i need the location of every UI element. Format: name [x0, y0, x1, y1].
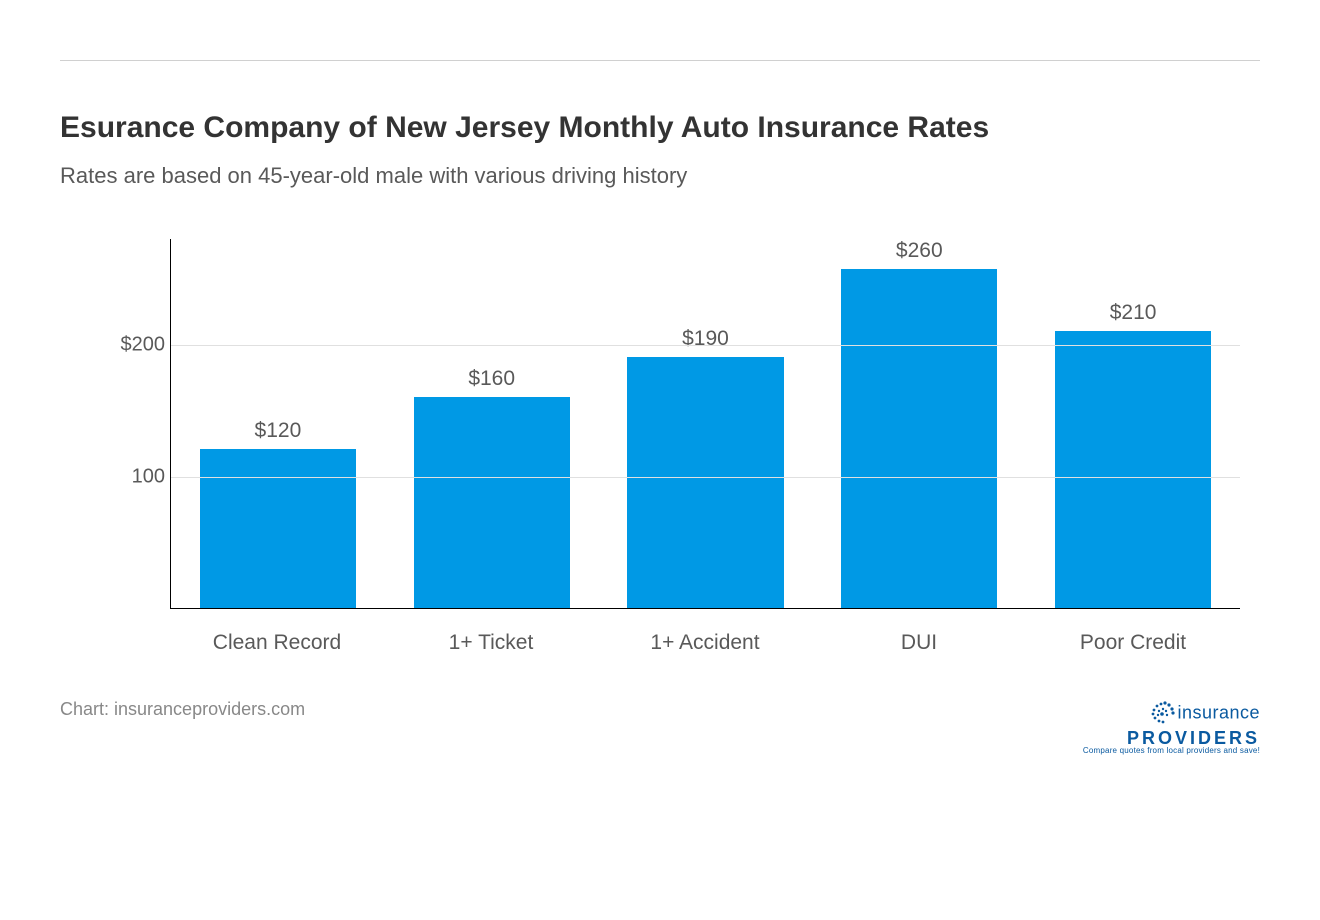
chart-source: Chart: insuranceproviders.com: [60, 699, 305, 720]
bar-slot: $160: [385, 239, 599, 608]
y-tick-label: 100: [105, 465, 165, 488]
plot-area: $120 $160 $190 $260 $210: [170, 239, 1240, 609]
y-tick-label: $200: [105, 333, 165, 356]
x-axis-labels: Clean Record1+ Ticket1+ AccidentDUIPoor …: [170, 619, 1240, 659]
bar: [1055, 331, 1211, 609]
logo-tagline: Compare quotes from local providers and …: [1083, 746, 1260, 755]
brand-logo: insurance PROVIDERS Compare quotes from …: [1083, 699, 1260, 755]
chart-subtitle: Rates are based on 45-year-old male with…: [60, 163, 1260, 189]
bar-slot: $190: [599, 239, 813, 608]
bar: [200, 449, 356, 608]
bar-value-label: $260: [896, 239, 943, 263]
bar: [414, 397, 570, 608]
bar-slot: $210: [1026, 239, 1240, 608]
x-tick-label: Clean Record: [170, 619, 384, 659]
bars-container: $120 $160 $190 $260 $210: [171, 239, 1240, 608]
chart-title: Esurance Company of New Jersey Monthly A…: [60, 111, 1260, 145]
bar-value-label: $190: [682, 327, 729, 351]
bar-value-label: $210: [1110, 301, 1157, 325]
bar: [841, 269, 997, 608]
x-tick-label: Poor Credit: [1026, 619, 1240, 659]
bar-chart: $120 $160 $190 $260 $210 Clean Record1+ Tick…: [60, 239, 1260, 659]
logo-line2: PROVIDERS: [1083, 730, 1260, 746]
bar-slot: $260: [812, 239, 1026, 608]
gridline: [171, 345, 1240, 346]
bar: [627, 357, 783, 608]
x-tick-label: DUI: [812, 619, 1026, 659]
x-tick-label: 1+ Ticket: [384, 619, 598, 659]
gridline: [171, 477, 1240, 478]
bar-slot: $120: [171, 239, 385, 608]
logo-dots-icon: [1149, 699, 1175, 730]
bar-value-label: $120: [255, 419, 302, 443]
x-tick-label: 1+ Accident: [598, 619, 812, 659]
top-divider: [60, 60, 1260, 61]
logo-line1: insurance: [1177, 703, 1260, 723]
bar-value-label: $160: [468, 367, 515, 391]
chart-footer: Chart: insuranceproviders.com: [60, 699, 1260, 755]
